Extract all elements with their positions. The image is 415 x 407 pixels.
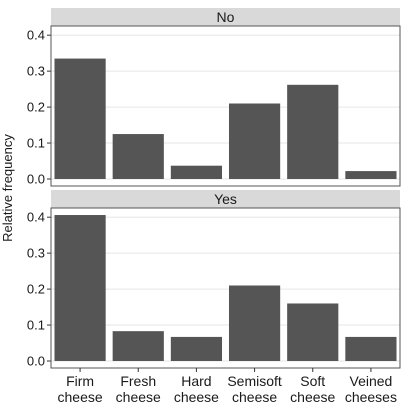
panel-frame — [50, 207, 401, 369]
y-tick-label: 0.3 — [27, 64, 45, 79]
x-category-label: Firm cheese — [58, 373, 103, 405]
x-category-label: Soft cheese — [290, 373, 335, 405]
bar-yes-veined — [345, 336, 397, 361]
y-tick-label: 0.2 — [27, 100, 45, 115]
x-category-label: Hard cheese — [174, 373, 219, 405]
panel-frame — [50, 25, 401, 187]
panel-label-yes: Yes — [214, 191, 237, 207]
x-category-label: Veined cheeses — [345, 373, 397, 405]
panel-label-no: No — [217, 9, 235, 25]
y-tick-label: 0.0 — [27, 172, 45, 187]
bar-no-veined — [345, 171, 397, 179]
bar-yes-soft — [287, 303, 339, 361]
bar-no-soft — [287, 84, 339, 179]
y-tick-label: 0.1 — [27, 136, 45, 151]
panel-strip-yes — [51, 190, 400, 208]
y-tick-label: 0.3 — [27, 246, 45, 261]
bar-yes-hard — [170, 336, 223, 361]
bar-yes-firm — [54, 215, 106, 361]
y-tick-label: 0.4 — [27, 28, 45, 43]
bar-yes-semisoft — [228, 285, 281, 361]
bar-yes-fresh — [112, 331, 164, 361]
y-tick-label: 0.2 — [27, 282, 45, 297]
y-tick-label: 0.0 — [27, 354, 45, 369]
bar-no-hard — [170, 165, 223, 179]
bar-no-semisoft — [228, 103, 281, 179]
panel-strip-no — [51, 8, 400, 26]
bar-no-firm — [54, 58, 106, 179]
y-tick-label: 0.1 — [27, 318, 45, 333]
y-axis-label: Relative frequency — [0, 134, 15, 242]
x-category-label: Fresh cheese — [116, 373, 161, 405]
y-tick-label: 0.4 — [27, 210, 45, 225]
x-category-label: Semisoft cheese — [227, 373, 282, 405]
bar-no-fresh — [112, 134, 164, 179]
